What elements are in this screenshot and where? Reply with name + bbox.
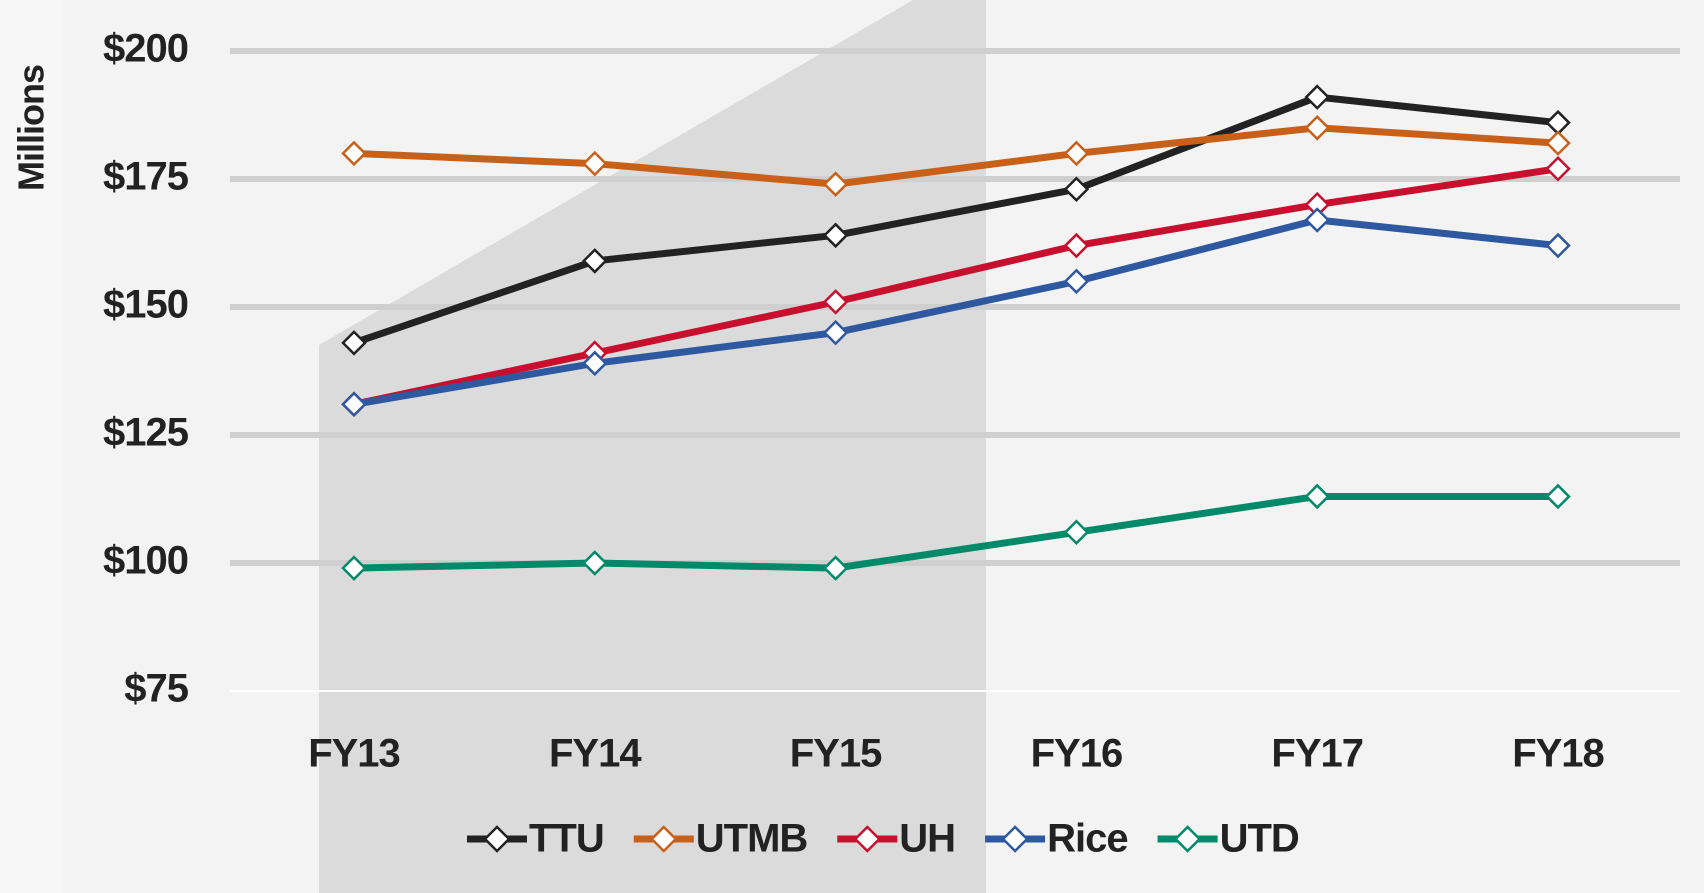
data-point — [341, 330, 367, 356]
y-tick-label: $75 — [124, 667, 188, 711]
legend-marker — [1173, 825, 1202, 853]
legend-item: UH — [837, 817, 956, 861]
data-point — [822, 222, 849, 249]
y-tick-label: $200 — [103, 27, 188, 71]
x-tick-label: FY16 — [1031, 732, 1123, 776]
series-line — [353, 124, 1559, 188]
data-point — [1304, 84, 1330, 110]
y-tick-label: $150 — [103, 283, 188, 327]
series-line — [353, 165, 1559, 408]
data-point — [1545, 155, 1571, 182]
data-point — [582, 150, 608, 177]
data-point — [1545, 232, 1571, 259]
data-point — [1304, 483, 1330, 510]
data-point — [1063, 519, 1090, 546]
legend-item: Rice — [985, 817, 1129, 861]
y-axis-label: Millions — [11, 65, 52, 191]
legend-label: UTMB — [696, 817, 808, 861]
data-point — [822, 319, 849, 346]
data-point — [1063, 268, 1090, 295]
data-point — [1063, 232, 1090, 259]
data-point — [582, 350, 608, 377]
y-tick-label: $100 — [103, 539, 188, 583]
data-point — [341, 391, 367, 418]
data-point — [822, 289, 849, 315]
data-point — [341, 140, 367, 167]
data-point — [341, 555, 367, 581]
y-tick-label: $175 — [103, 155, 189, 199]
x-tick-label: FY13 — [308, 732, 400, 776]
legend-label: TTU — [529, 817, 604, 861]
legend-marker — [483, 825, 511, 853]
series-line — [353, 492, 1558, 572]
series-line — [352, 93, 1559, 347]
x-tick-label: FY17 — [1271, 732, 1363, 776]
legend-marker — [853, 825, 882, 853]
data-point — [1304, 115, 1330, 141]
legend-item: UTD — [1157, 817, 1300, 861]
x-tick-label: FY18 — [1512, 732, 1604, 776]
data-point — [822, 555, 849, 581]
legend-label: UTD — [1220, 817, 1299, 861]
data-point — [1063, 140, 1090, 167]
legend-label: Rice — [1047, 817, 1128, 861]
legend-label: UH — [899, 817, 955, 861]
data-point — [582, 248, 608, 274]
data-point — [1545, 483, 1571, 510]
data-point — [822, 171, 849, 197]
legend-marker — [649, 825, 678, 853]
left-margin — [0, 0, 62, 893]
x-tick-label: FY14 — [549, 732, 642, 776]
data-point — [582, 550, 608, 576]
band-shade — [319, 0, 986, 893]
y-tick-label: $125 — [103, 411, 189, 455]
data-point — [1545, 130, 1571, 156]
data-point — [1063, 176, 1090, 203]
data-point — [1304, 207, 1330, 233]
legend-item: UTMB — [633, 817, 808, 861]
legend-item: TTU — [467, 817, 605, 861]
x-tick-label: FY15 — [790, 732, 882, 776]
legend-marker — [1001, 825, 1029, 853]
series-line — [353, 216, 1559, 408]
